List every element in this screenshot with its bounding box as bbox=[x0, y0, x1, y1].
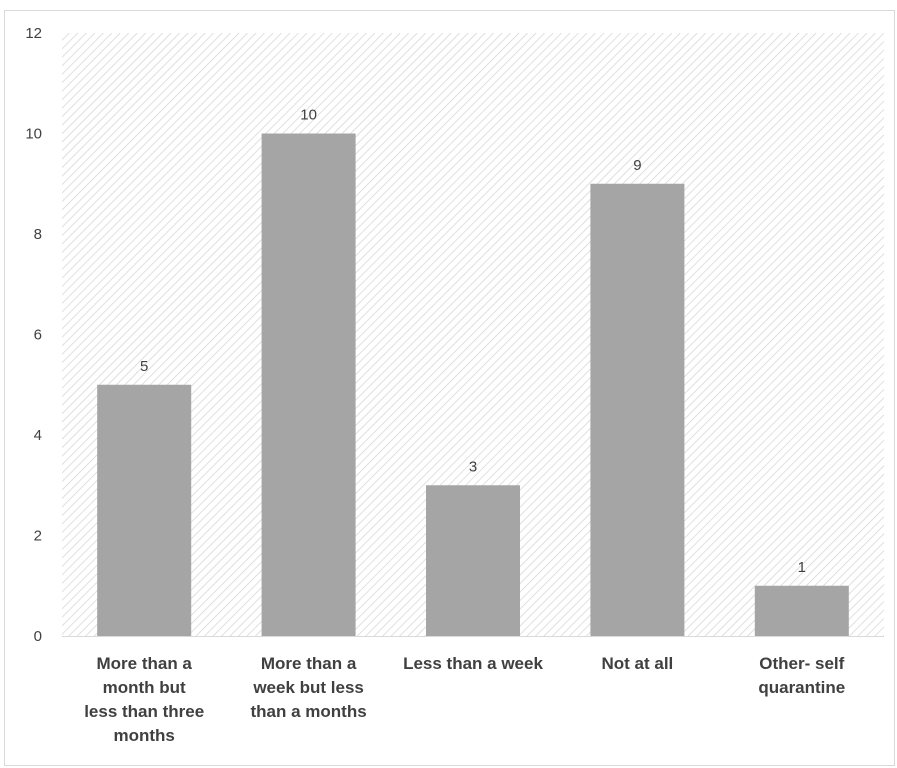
data-label: 3 bbox=[469, 458, 477, 475]
data-label: 9 bbox=[633, 157, 641, 174]
y-tick-label: 2 bbox=[34, 528, 42, 545]
data-labels: 5 10 3 9 1 bbox=[140, 107, 806, 576]
bar bbox=[426, 485, 520, 636]
x-category-label: More than a month but less than three mo… bbox=[84, 654, 205, 745]
bar bbox=[261, 133, 356, 636]
data-label: 5 bbox=[140, 358, 148, 375]
bar bbox=[590, 183, 685, 636]
x-category-label: Not at all bbox=[601, 654, 674, 673]
y-tick-label: 8 bbox=[34, 226, 42, 243]
data-label: 10 bbox=[300, 107, 317, 124]
y-tick-label: 4 bbox=[34, 427, 42, 444]
y-tick-label: 0 bbox=[34, 628, 42, 645]
y-tick-label: 10 bbox=[25, 126, 42, 143]
x-category-label: Less than a week bbox=[403, 654, 543, 673]
y-axis-ticks: 0 2 4 6 8 10 12 bbox=[25, 25, 42, 645]
bars bbox=[97, 133, 849, 636]
bar bbox=[754, 585, 849, 636]
data-label: 1 bbox=[798, 559, 806, 576]
y-tick-label: 12 bbox=[25, 25, 42, 42]
bar bbox=[97, 384, 192, 636]
x-category-label: More than a week but less than a months bbox=[250, 654, 367, 721]
x-category-label: Other- self quarantine bbox=[758, 654, 846, 697]
y-tick-label: 6 bbox=[34, 327, 42, 344]
